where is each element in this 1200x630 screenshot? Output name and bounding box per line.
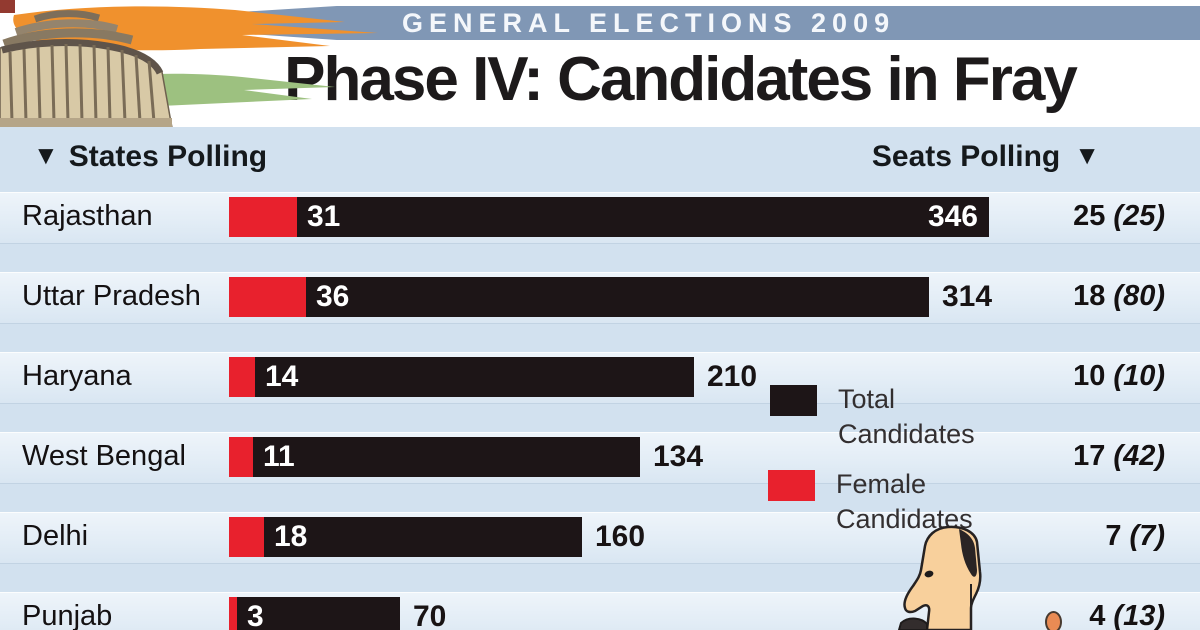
female-count: 31 [307,200,341,233]
bar-group: 11 134 [229,437,703,477]
total-candidates-bar: 18 [264,517,582,557]
state-name: West Bengal [22,440,186,472]
total-count: 314 [942,280,993,313]
seats-polling-header: Seats Polling ▼ [872,140,1100,174]
female-candidates-bar [229,197,297,237]
seats-cell: 7 (7) [1005,520,1165,553]
state-name: Delhi [22,520,89,552]
bar-group: 3 70 [229,597,446,630]
legend-line: Total [838,384,896,414]
seats-polling-value: 17 [1073,440,1106,472]
seats-polling-value: 7 [1105,520,1122,552]
banner-text: GENERAL ELECTIONS 2009 [402,8,896,38]
chart-table: ▼ States Polling Seats Polling ▼ Rajasthan… [0,127,1200,630]
total-candidates-bar: 14 [255,357,694,397]
sort-down-icon: ▼ [1074,140,1100,170]
table-row: Delhi 18 160 7 (7) [0,512,1200,564]
female-candidates-bar [229,437,253,477]
page-title: Phase IV: Candidates in Fray [284,45,1078,114]
state-name: Uttar Pradesh [22,280,201,312]
female-count: 11 [263,440,295,473]
total-candidates-bar: 31 346 [297,197,989,237]
state-total-seats: (7) [1129,520,1165,552]
state-total-seats: (80) [1113,280,1165,312]
total-candidates-bar: 3 [237,597,400,630]
total-count: 134 [653,440,704,473]
legend-label: Total Candidates [838,382,975,452]
state-total-seats: (10) [1113,360,1165,392]
seats-polling-value: 10 [1073,360,1106,392]
cartoon-ball [1045,611,1062,630]
state-name: Punjab [22,600,113,630]
female-count: 14 [265,360,299,393]
state-name: Haryana [22,360,132,392]
total-count: 346 [927,200,978,233]
seats-polling-value: 4 [1089,600,1106,630]
cartoon-face [897,525,982,630]
seats-polling-value: 18 [1073,280,1106,312]
state-total-seats: (25) [1113,200,1165,232]
seats-cell: 25 (25) [1005,200,1165,233]
cartoon-hair [959,529,977,577]
states-polling-header: ▼ States Polling [33,140,267,174]
female-candidates-bar [229,597,237,630]
saffron-swoosh [13,6,378,51]
total-candidates-bar: 36 [306,277,929,317]
total-count: 70 [413,600,447,630]
table-row: Rajasthan 31 346 25 (25) [0,192,1200,244]
female-count: 18 [274,520,308,553]
banner-bar [160,6,1200,40]
parliament-building-graphic [0,0,378,128]
female-candidates-bar [229,517,264,557]
total-count: 160 [595,520,646,553]
legend-total-candidates: Total Candidates [770,382,975,452]
seats-cell: 4 (13) [1005,600,1165,630]
seats-cell: 18 (80) [1005,280,1165,313]
roof-tip [0,0,15,13]
cartoon-shoulder [897,617,928,630]
legend-line: Female [836,469,927,499]
state-total-seats: (42) [1113,440,1165,472]
sort-down-icon: ▼ [33,140,59,170]
female-count: 36 [316,280,350,313]
bar-group: 31 346 [229,197,989,237]
bar-group: 14 210 [229,357,757,397]
bar-group: 36 314 [229,277,992,317]
bar-group: 18 160 [229,517,645,557]
table-row: Punjab 3 70 4 (13) [0,592,1200,630]
table-row: Uttar Pradesh 36 314 18 (80) [0,272,1200,324]
legend-line: Candidates [838,419,975,449]
table-row: Haryana 14 210 10 (10) [0,352,1200,404]
seats-polling-value: 25 [1073,200,1106,232]
total-count: 210 [707,360,758,393]
seats-cell: 17 (42) [1005,440,1165,473]
total-candidates-swatch [770,385,817,416]
seats-cell: 10 (10) [1005,360,1165,393]
seats-polling-label: Seats Polling [871,140,1061,173]
state-name: Rajasthan [22,200,153,232]
female-candidates-bar [229,357,255,397]
female-candidates-bar [229,277,306,317]
cartoon-eye [924,570,934,578]
cartoon-head [903,525,982,630]
table-row: West Bengal 11 134 17 (42) [0,432,1200,484]
female-count: 3 [247,600,264,630]
states-polling-label: States Polling [68,140,268,173]
state-total-seats: (13) [1113,600,1165,630]
total-candidates-bar: 11 [253,437,640,477]
female-candidates-swatch [768,470,815,501]
legend-female-candidates: Female Candidates [768,467,973,537]
